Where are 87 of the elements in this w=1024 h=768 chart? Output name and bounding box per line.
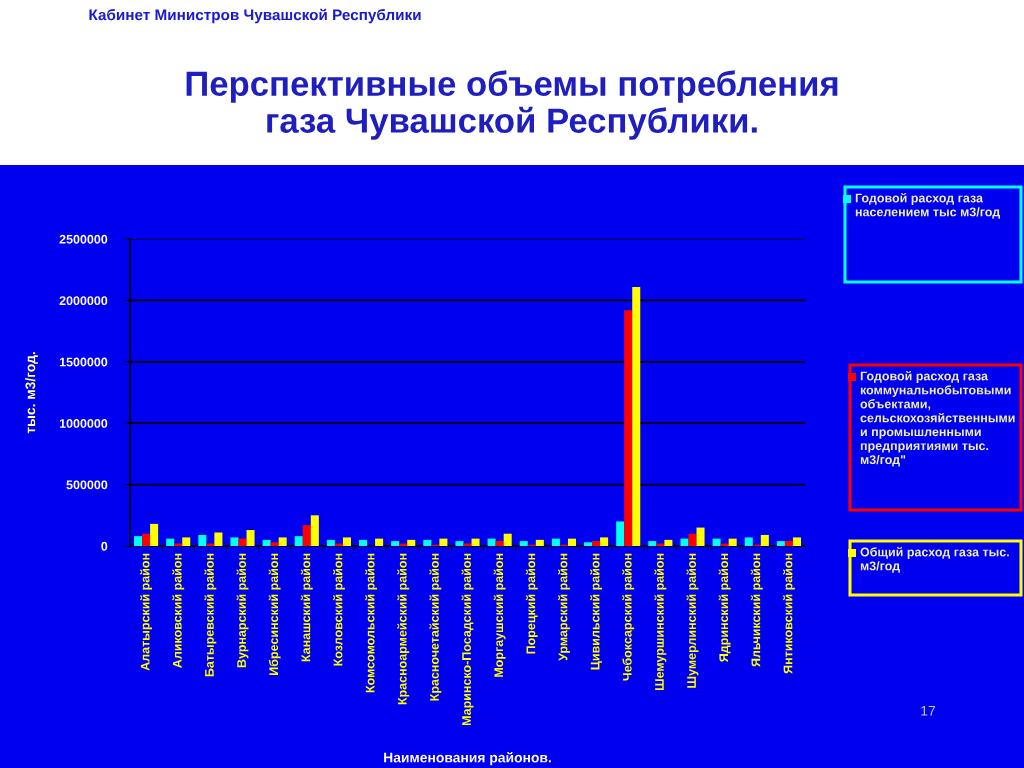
x-tick-label: Яльчикский район bbox=[750, 553, 763, 667]
bar bbox=[784, 541, 793, 546]
x-tick-label: Батыревский район bbox=[204, 553, 217, 677]
bar bbox=[423, 539, 432, 546]
y-tick-label: 500000 bbox=[66, 480, 108, 490]
bar bbox=[744, 537, 753, 546]
bar bbox=[439, 538, 448, 546]
bar bbox=[592, 541, 601, 546]
x-tick-label: Янтиковский район bbox=[782, 553, 795, 674]
bar bbox=[728, 538, 737, 546]
bar bbox=[616, 521, 625, 546]
legend-label: Общий расход газа тыс. м3/год bbox=[860, 547, 1009, 573]
x-tick-label: Чебоксарский район bbox=[622, 553, 635, 681]
bar bbox=[688, 533, 697, 546]
bar bbox=[262, 539, 271, 546]
bar bbox=[142, 533, 151, 546]
bar bbox=[503, 533, 512, 546]
x-tick-label: Комсомольский район bbox=[365, 553, 378, 693]
legend-label: Годовой расход газа населением тыс м3/год bbox=[855, 193, 1000, 219]
legend-label: Годовой расход газа коммунальнобытовыми объектами, сельскохозяйственными и промышленными предприятиями тыс. м3/год" bbox=[860, 371, 1015, 467]
x-tick-label: Красноармейский район bbox=[397, 553, 410, 705]
x-tick-label: Урмарский район bbox=[557, 553, 570, 661]
bar bbox=[182, 537, 191, 546]
bar bbox=[776, 541, 785, 546]
x-tick-label: Шумерлинский район bbox=[686, 553, 699, 688]
bar bbox=[624, 310, 633, 546]
bar bbox=[310, 515, 319, 546]
bar bbox=[696, 527, 705, 546]
bar bbox=[600, 537, 609, 546]
bar bbox=[463, 543, 472, 546]
bar bbox=[375, 538, 384, 546]
bar bbox=[487, 538, 496, 546]
bar bbox=[664, 539, 673, 546]
bar bbox=[407, 539, 416, 546]
y-tick-label: 1500000 bbox=[59, 357, 108, 367]
bar bbox=[246, 530, 255, 546]
x-tick-label: Козловский район bbox=[332, 553, 345, 666]
bar bbox=[270, 542, 279, 546]
y-tick-label: 2000000 bbox=[59, 296, 108, 306]
bar bbox=[198, 534, 207, 546]
x-tick-label: Ядринский район bbox=[718, 553, 731, 663]
bar bbox=[230, 537, 239, 546]
bar bbox=[302, 525, 311, 546]
bar bbox=[391, 541, 400, 546]
chart-title: Перспективные объемы потребления газа Чувашской Республики. bbox=[186, 70, 838, 140]
bar bbox=[359, 539, 368, 546]
bar bbox=[567, 538, 576, 546]
x-tick-label: Порецкий район bbox=[525, 553, 538, 654]
x-axis-title: Наименования районов. bbox=[384, 752, 551, 766]
text: 17 bbox=[921, 706, 936, 716]
y-axis-title: тыс. м3/год. bbox=[25, 352, 38, 434]
bar bbox=[495, 541, 504, 546]
bar bbox=[648, 541, 657, 546]
x-tick-label: Маринско-Посадский район bbox=[461, 553, 474, 726]
text: Кабинет Министров Чувашской Республики bbox=[89, 8, 421, 24]
bar bbox=[584, 542, 593, 546]
x-tick-label: Ибресинский район bbox=[268, 553, 281, 675]
bar bbox=[238, 538, 247, 546]
y-tick-label: 1000000 bbox=[59, 419, 108, 428]
x-tick-label: Шемуршинский район bbox=[654, 553, 667, 691]
bar bbox=[535, 539, 544, 546]
bar bbox=[278, 537, 287, 546]
bar bbox=[294, 536, 303, 546]
x-tick-label: Красночетайский район bbox=[429, 553, 442, 701]
bar bbox=[632, 286, 641, 546]
y-tick-label: 0 bbox=[101, 541, 108, 551]
x-tick-label: Алатырский район bbox=[140, 553, 153, 671]
bar bbox=[134, 536, 143, 546]
bar bbox=[214, 532, 223, 546]
y-tick-label: 2500000 bbox=[59, 234, 108, 244]
bar bbox=[150, 523, 159, 546]
bar bbox=[792, 537, 801, 546]
bar bbox=[455, 541, 464, 546]
bar bbox=[680, 538, 689, 546]
bar bbox=[326, 539, 335, 546]
bar bbox=[712, 538, 721, 546]
x-tick-label: Аликовский район bbox=[172, 553, 185, 668]
x-tick-label: Цивильский район bbox=[590, 553, 603, 670]
bar bbox=[519, 541, 528, 546]
bar bbox=[551, 538, 560, 546]
bar bbox=[471, 538, 480, 546]
bar bbox=[342, 537, 351, 546]
x-tick-label: Канашский район bbox=[300, 553, 313, 662]
x-tick-label: Моргаушский район bbox=[493, 553, 506, 677]
bar bbox=[760, 534, 769, 546]
x-tick-label: Вурнарский район bbox=[236, 553, 249, 668]
bar bbox=[166, 538, 175, 546]
